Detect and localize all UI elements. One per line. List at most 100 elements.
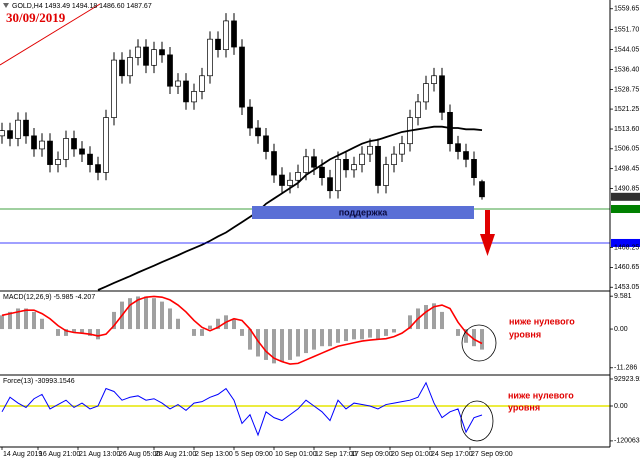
macd-bar <box>208 325 212 330</box>
candle-body <box>87 153 93 165</box>
macd-bar <box>480 329 484 350</box>
macd-bar <box>352 329 356 340</box>
plot <box>0 13 610 437</box>
candle-body <box>439 75 445 113</box>
force-annotation: ниже нулевого <box>508 390 574 400</box>
candle-body <box>127 57 133 77</box>
x-tick-label: 21 Aug 13:00 <box>79 451 120 458</box>
candle-body <box>263 135 269 152</box>
candle-body <box>55 159 61 165</box>
macd-bar <box>392 329 396 333</box>
macd-bar <box>160 301 164 330</box>
candle-body <box>111 59 117 118</box>
force-annotation: уровня <box>508 402 540 412</box>
macd-bar <box>88 329 92 336</box>
candle-body <box>231 20 237 48</box>
macd-bar <box>144 296 148 330</box>
y-tick-label: 1528.75 <box>614 86 639 93</box>
candle-body <box>343 159 349 171</box>
indicator-title: Force(13) -30993.1546 <box>3 378 75 385</box>
candle-body <box>359 153 365 165</box>
candle-body <box>287 179 293 186</box>
macd-bar <box>456 329 460 336</box>
macd-bar <box>320 329 324 347</box>
x-tick-label: 24 Sep 17:00 <box>431 451 473 458</box>
macd-bar <box>360 329 364 340</box>
candle-body <box>255 127 261 137</box>
candle-body <box>327 177 333 192</box>
macd-bar <box>216 318 220 330</box>
highlight-circle <box>460 400 494 442</box>
force-line <box>1 381 483 437</box>
macd-bar <box>296 329 300 357</box>
y-tick-label: 1544.05 <box>614 46 639 53</box>
macd-bar <box>256 329 260 357</box>
x-tick-label: 28 Aug 21:00 <box>155 451 196 458</box>
macd-bar <box>200 329 204 336</box>
x-tick-label: 20 Sep 01:00 <box>391 451 433 458</box>
macd-bar <box>336 329 340 343</box>
indicator-title: MACD(12,26,9) -5.985 -4.207 <box>3 294 95 301</box>
macd-bar <box>232 318 236 330</box>
y-tick-label: 1460.65 <box>614 264 639 271</box>
y-tick-label: 1551.70 <box>614 26 639 33</box>
candle-body <box>135 46 141 58</box>
candle-body <box>247 106 253 129</box>
macd-bar <box>288 329 292 360</box>
macd-bar <box>64 329 68 336</box>
macd-bar <box>344 329 348 342</box>
y-tick-label: -11.286 <box>614 365 637 372</box>
level-tag <box>611 205 640 214</box>
y-tick-label: 1559.65 <box>614 6 639 13</box>
candle-body <box>15 119 21 139</box>
candle-body <box>271 151 277 176</box>
macd-bar <box>32 311 36 330</box>
candle-body <box>471 159 477 179</box>
y-tick-label: 1490.85 <box>614 185 639 192</box>
candle-body <box>239 46 245 108</box>
candle-body <box>463 151 469 160</box>
candle-body <box>351 164 357 171</box>
macd-bar <box>264 329 268 360</box>
candle-body <box>95 164 101 173</box>
trend-line <box>0 3 101 66</box>
y-tick-label: 1506.05 <box>614 146 639 153</box>
macd-bar <box>424 305 428 330</box>
candle-body <box>215 38 221 50</box>
arrow-head <box>480 234 495 256</box>
macd-bar <box>176 318 180 330</box>
macd-bar <box>96 329 100 340</box>
candle-body <box>479 181 485 198</box>
macd-bar <box>248 329 252 350</box>
macd-bar <box>272 329 276 364</box>
x-tick-label: 14 Aug 2019 <box>3 451 42 458</box>
candle-body <box>103 117 109 173</box>
x-tick-label: 17 Sep 09:00 <box>351 451 393 458</box>
candle-body <box>207 38 213 77</box>
candle-body <box>191 91 197 103</box>
macd-bar <box>408 315 412 330</box>
macd-bar <box>312 329 316 350</box>
x-tick-label: 10 Sep 01:00 <box>275 451 317 458</box>
y-tick-label: 1521.25 <box>614 106 639 113</box>
candle-body <box>319 166 325 179</box>
candle-body <box>159 49 165 56</box>
symbol-icon <box>3 3 9 8</box>
macd-bar <box>128 298 132 330</box>
macd-bar <box>440 311 444 330</box>
candle-body <box>455 143 461 152</box>
y-tick-label: 1536.40 <box>614 66 639 73</box>
x-tick-label: 26 Aug 05:00 <box>119 451 160 458</box>
macd-bar <box>0 315 4 330</box>
macd-bar <box>112 311 116 330</box>
macd-annotation: ниже нулевого <box>509 316 575 326</box>
candle-body <box>199 75 205 92</box>
candle-body <box>383 164 389 186</box>
macd-bar <box>240 329 244 336</box>
candle-body <box>183 80 189 103</box>
moving-average <box>97 125 483 291</box>
candle-body <box>223 20 229 50</box>
candle-body <box>311 156 317 168</box>
